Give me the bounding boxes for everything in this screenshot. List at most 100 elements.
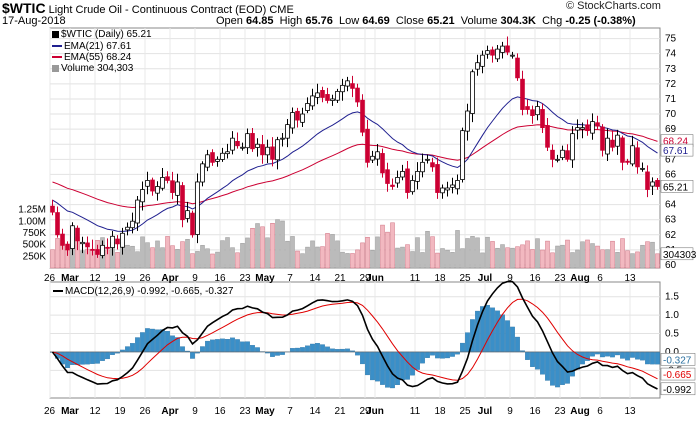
- volume-bar: [225, 237, 230, 269]
- macd-histogram-bar: [615, 351, 620, 356]
- candle-body: [385, 169, 390, 184]
- volume-bar: [340, 251, 345, 269]
- volume-bar: [125, 244, 130, 269]
- candle-body: [135, 199, 140, 224]
- volume-bar: [265, 237, 270, 269]
- volume-value-box: [660, 247, 694, 261]
- volume-bar: [620, 238, 625, 269]
- candle-body: [620, 137, 625, 163]
- volume-bar: [215, 251, 220, 269]
- macd-histogram-bar: [130, 343, 135, 353]
- candle-body: [100, 244, 105, 256]
- candle-body: [75, 227, 80, 242]
- volume-bar: [140, 236, 145, 269]
- volume-bar: [635, 251, 640, 269]
- macd-histogram-bar: [75, 351, 80, 366]
- volume-bar: [255, 223, 260, 269]
- candle-body: [545, 125, 550, 148]
- macd-histogram-bar: [230, 337, 235, 353]
- candle-body: [130, 220, 135, 229]
- volume-value: 304.3K: [500, 15, 536, 27]
- price-tick: 62: [665, 230, 677, 241]
- candle-body: [415, 170, 420, 182]
- volume-bar: [210, 253, 215, 269]
- macd-histogram-bar: [295, 347, 300, 353]
- macd-histogram-bar: [280, 351, 285, 355]
- candle-body: [410, 180, 415, 193]
- volume-bar: [500, 244, 505, 269]
- candle-body: [335, 90, 340, 101]
- macd-histogram-bar: [125, 346, 130, 353]
- volume-bar: [590, 243, 595, 269]
- candle-body: [255, 143, 260, 148]
- ema55-line: [52, 124, 658, 209]
- macd-histogram-bar: [535, 351, 540, 370]
- x-tick-bottom: 26: [44, 406, 56, 417]
- candle-body: [200, 163, 205, 183]
- macd-histogram-bar: [445, 351, 450, 359]
- x-tick-top: Jul: [478, 273, 493, 284]
- volume-tick: 750K: [23, 228, 47, 239]
- volume-bar: [235, 252, 240, 269]
- candle-body: [390, 184, 395, 187]
- price-tick: 66: [665, 169, 677, 180]
- candle-body: [235, 140, 240, 147]
- macd-histogram-bar: [225, 339, 230, 353]
- volume-bar: [410, 251, 415, 269]
- candle-body: [565, 150, 570, 160]
- candle-body: [165, 176, 170, 181]
- candle-body: [150, 179, 155, 192]
- macd-histogram-bar: [395, 351, 400, 386]
- macd-histogram-bar: [515, 336, 520, 353]
- volume-bar: [560, 244, 565, 269]
- volume-bar: [240, 243, 245, 269]
- candle-body: [160, 177, 165, 189]
- volume-bar: [565, 239, 570, 269]
- candle-body: [65, 243, 70, 251]
- candle-body: [360, 99, 365, 133]
- candle-body: [170, 180, 175, 193]
- candle-body: [635, 147, 640, 168]
- volume-bar: [325, 233, 330, 269]
- volume-bar: [535, 238, 540, 269]
- volume-bar: [185, 239, 190, 269]
- candle-body: [585, 124, 590, 132]
- x-tick-bottom: 26: [139, 406, 151, 417]
- candle-body: [155, 186, 160, 194]
- candle-body: [460, 130, 465, 180]
- volume-bar: [150, 247, 155, 269]
- macd-histogram-bar: [190, 351, 195, 359]
- price-tick: 70: [665, 109, 677, 120]
- x-tick-top: 11: [410, 273, 421, 284]
- macd-histogram-bar: [365, 351, 370, 376]
- candle-body: [530, 109, 535, 116]
- volume-bar: [295, 250, 300, 269]
- candle-body: [265, 146, 270, 156]
- price-tick: 63: [665, 215, 677, 226]
- volume-bar: [540, 249, 545, 269]
- close-label: Close: [395, 15, 425, 27]
- macd-histogram-bar: [325, 346, 330, 353]
- macd-histogram-bar: [460, 342, 465, 353]
- x-tick-bottom: 16: [529, 406, 541, 417]
- volume-bar: [195, 251, 200, 269]
- macd-histogram-bar: [170, 335, 175, 353]
- macd-histogram-bar: [430, 351, 435, 356]
- volume-bar: [355, 249, 360, 269]
- candle-body: [515, 57, 520, 79]
- macd-histogram-bar: [220, 338, 225, 353]
- candle-body: [480, 54, 485, 67]
- candle-body: [500, 45, 505, 53]
- volume-bar: [555, 245, 560, 269]
- candle-body: [320, 90, 325, 98]
- macd-histogram-bar: [80, 351, 85, 365]
- macd-line: [51, 280, 658, 390]
- candle-body: [180, 185, 185, 221]
- x-tick-top: May: [255, 273, 275, 284]
- macd-histogram-bar: [165, 331, 170, 353]
- macd-histogram-bar: [245, 341, 250, 353]
- candle-body: [350, 83, 355, 89]
- candle-body: [110, 235, 115, 249]
- candle-body: [640, 167, 645, 170]
- volume-bar: [595, 245, 600, 269]
